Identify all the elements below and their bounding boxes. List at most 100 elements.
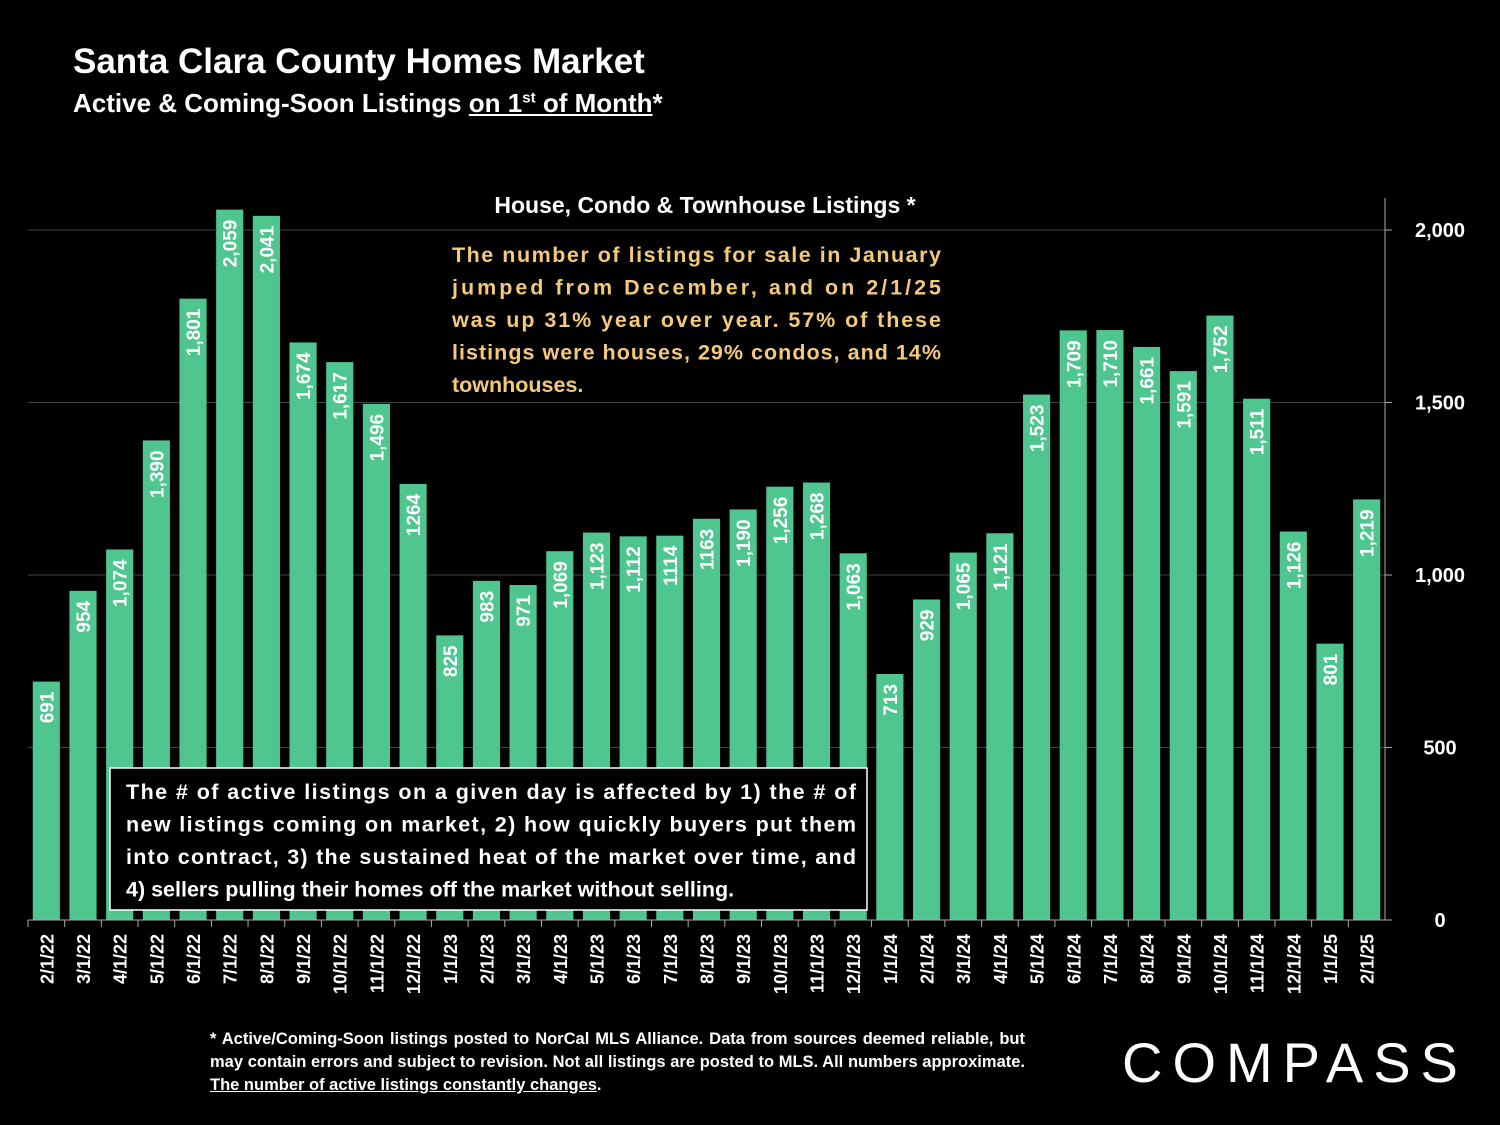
annotation-line: jumped from December, and on 2/1/25 <box>451 276 941 300</box>
data-label: 1,390 <box>147 450 168 498</box>
bar <box>1059 330 1087 920</box>
data-label: 691 <box>37 691 58 723</box>
data-label: 1,591 <box>1174 381 1195 429</box>
x-tick-label: 5/1/22 <box>147 934 167 984</box>
x-tick-label: 1/1/25 <box>1321 934 1341 984</box>
x-tick-label: 3/1/24 <box>954 934 974 984</box>
x-tick-label: 8/1/23 <box>698 934 718 984</box>
data-label: 1,063 <box>844 563 865 611</box>
x-tick-label: 2/1/22 <box>37 934 57 984</box>
data-label: 825 <box>441 645 462 677</box>
bar <box>1243 398 1271 921</box>
data-label: 1264 <box>404 494 425 537</box>
x-tick-label: 10/1/23 <box>771 934 791 994</box>
x-tick-label: 6/1/23 <box>624 934 644 984</box>
data-label: 1,268 <box>808 493 829 541</box>
subtitle-asterisk: * <box>652 88 663 118</box>
data-label: 1,496 <box>367 414 388 462</box>
x-tick-label: 4/1/22 <box>111 934 131 984</box>
x-tick-label: 10/1/22 <box>331 934 351 994</box>
x-tick-label: 12/1/23 <box>844 934 864 994</box>
subtitle-ul-post: of Month <box>535 88 653 118</box>
data-label: 1,112 <box>624 546 645 593</box>
x-tick-label: 9/1/24 <box>1174 934 1194 984</box>
data-label: 929 <box>918 609 939 641</box>
data-label: 954 <box>74 600 95 632</box>
data-label: 1,617 <box>331 372 352 420</box>
x-tick-label: 6/1/22 <box>184 934 204 984</box>
data-label: 1,069 <box>551 561 572 609</box>
bar <box>1206 315 1234 920</box>
annotation-box <box>109 767 868 911</box>
footnote-text: * Active/Coming-Soon listings posted to … <box>210 1030 1025 1071</box>
data-label: 1163 <box>698 529 719 570</box>
x-tick-label: 8/1/24 <box>1138 934 1158 984</box>
data-label: 1,511 <box>1248 408 1269 455</box>
data-label: 1,123 <box>587 543 608 591</box>
data-label: 1,710 <box>1101 340 1122 388</box>
x-tick-label: 1/1/24 <box>881 934 901 984</box>
data-label: 2,059 <box>221 220 242 268</box>
footnote-end: . <box>596 1076 602 1094</box>
x-tick-label: 7/1/22 <box>221 934 241 984</box>
data-label: 1,661 <box>1138 357 1159 405</box>
data-label: 1,752 <box>1211 326 1232 374</box>
data-label: 1114 <box>661 545 682 586</box>
bar <box>876 674 904 920</box>
y-tick-label: 1,500 <box>1415 393 1465 415</box>
x-tick-label: 11/1/24 <box>1248 934 1268 993</box>
x-tick-label: 7/1/23 <box>661 934 681 984</box>
x-tick-label: 6/1/24 <box>1064 934 1084 984</box>
bar <box>949 552 977 920</box>
data-label: 1,126 <box>1284 542 1305 590</box>
annotation-line: was up 31% year over year. 57% of these <box>451 308 941 332</box>
annotation-line: The number of listings for sale in Janua… <box>452 243 941 267</box>
x-tick-label: 9/1/22 <box>294 934 314 984</box>
chart-title: House, Condo & Townhouse Listings * <box>494 192 915 218</box>
annotation-line: listings were houses, 29% condos, and 14… <box>452 341 941 365</box>
y-tick-label: 1,000 <box>1415 565 1465 587</box>
data-label: 1,219 <box>1358 509 1379 557</box>
data-label: 983 <box>477 591 498 623</box>
x-tick-label: 11/1/23 <box>808 934 828 993</box>
y-tick-label: 2,000 <box>1415 220 1465 242</box>
data-label: 1,801 <box>184 308 205 356</box>
data-label: 971 <box>514 595 535 627</box>
x-tick-label: 1/1/23 <box>441 934 461 984</box>
footnote: * Active/Coming-Soon listings posted to … <box>210 1028 1025 1097</box>
bar <box>1023 394 1051 920</box>
bar <box>32 681 60 920</box>
x-tick-label: 5/1/24 <box>1028 934 1048 984</box>
bar <box>1096 330 1124 920</box>
data-label: 1,074 <box>111 559 132 607</box>
bar <box>1316 643 1344 920</box>
bar <box>912 599 941 920</box>
x-tick-label: 12/1/24 <box>1284 934 1304 994</box>
data-label: 801 <box>1321 653 1342 685</box>
bar <box>1133 346 1161 921</box>
compass-logo: COMPASS <box>1122 1031 1468 1094</box>
x-tick-label: 3/1/23 <box>514 934 534 984</box>
bar <box>1169 371 1197 921</box>
bar <box>1353 499 1381 920</box>
data-label: 1,709 <box>1064 340 1085 388</box>
y-tick-label: 0 <box>1434 910 1445 932</box>
x-tick-label: 9/1/23 <box>734 934 754 984</box>
data-label: 1,190 <box>734 519 755 567</box>
data-label: 1,121 <box>991 543 1012 591</box>
annotation-line: townhouses. <box>452 373 583 397</box>
footnote-link[interactable]: The number of active listings constantly… <box>210 1076 597 1094</box>
page-title: Santa Clara County Homes Market <box>73 42 645 81</box>
x-tick-label: 12/1/22 <box>404 934 424 994</box>
x-tick-label: 10/1/24 <box>1211 934 1231 994</box>
x-tick-label: 4/1/24 <box>991 934 1011 984</box>
x-tick-label: 11/1/22 <box>367 934 387 993</box>
bar <box>1279 531 1307 920</box>
data-label: 1,256 <box>771 497 792 545</box>
subtitle-underlined: on 1st of Month <box>469 88 653 118</box>
subtitle-sup: st <box>522 89 536 107</box>
page-subtitle: Active & Coming-Soon Listings on 1st of … <box>73 88 663 119</box>
data-label: 1,523 <box>1028 405 1049 453</box>
data-label: 1,065 <box>954 562 975 610</box>
